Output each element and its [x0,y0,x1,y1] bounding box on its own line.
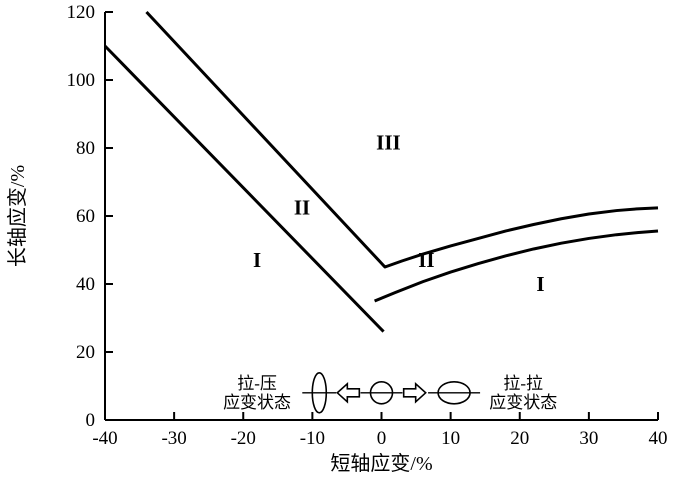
upper-forming-limit-curve [145,10,659,269]
y-tick-label: 120 [67,2,96,23]
x-tick-label: 10 [441,428,460,449]
x-tick-label: 40 [649,428,668,449]
x-tick-label: 0 [377,428,387,449]
region-label-III: III [376,131,401,155]
y-tick-label: 60 [76,206,95,227]
x-axis-title: 短轴应变/% [330,452,432,475]
region-label-I: I [536,272,544,296]
region-label-I: I [253,248,261,272]
right-strain-state-label: 应变状态 [489,393,557,412]
region-label-II: II [294,195,310,219]
left-arrow-icon [336,382,361,404]
y-tick-label: 100 [67,70,96,91]
region-label-II: II [418,248,434,272]
x-tick-label: -20 [231,428,256,449]
y-axis-title: 长轴应变/% [6,165,29,267]
lower-right-limit-curve [374,229,659,303]
y-tick-label: 80 [76,138,95,159]
y-tick-label: 0 [86,410,96,431]
x-tick-label: -10 [300,428,325,449]
left-strain-state-label: 拉-压 [237,374,277,393]
x-tick-label: -40 [92,428,117,449]
lower-left-limit-line [103,44,385,333]
x-tick-label: -30 [161,428,186,449]
y-tick-label: 40 [76,274,95,295]
left-strain-state-label: 应变状态 [223,393,291,412]
x-tick-label: 20 [510,428,529,449]
x-tick-label: 30 [579,428,598,449]
right-arrow-icon [402,382,427,404]
y-tick-label: 20 [76,342,95,363]
right-strain-state-label: 拉-拉 [503,374,543,393]
